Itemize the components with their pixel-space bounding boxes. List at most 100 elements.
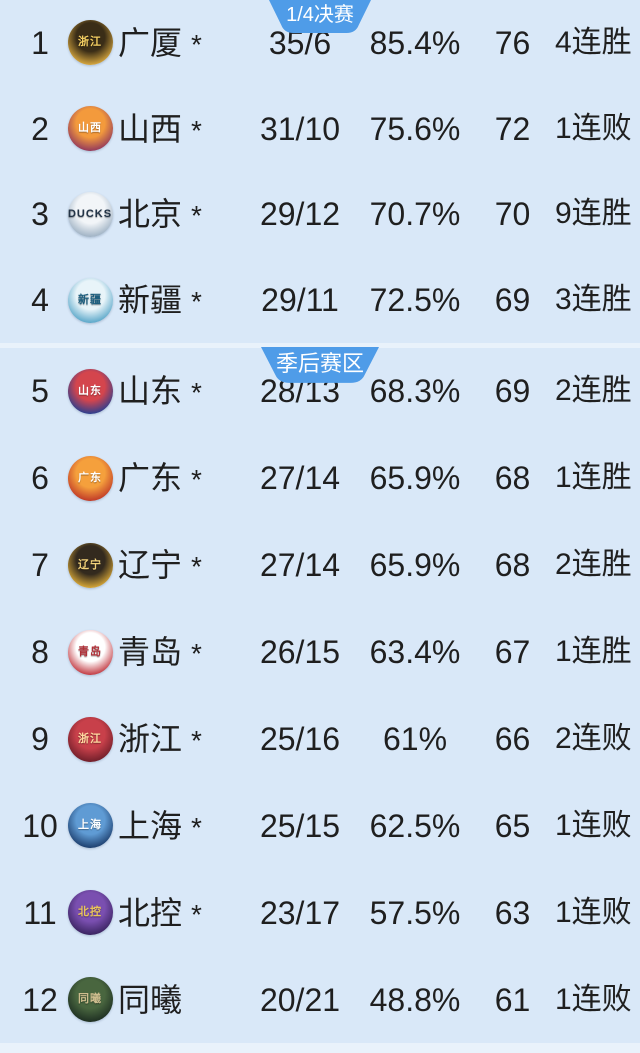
team-row[interactable]: 12 同曦 同曦 20/21 48.8% 61 1连败: [0, 956, 640, 1043]
section-playoff-zone: 5 山东 山东 * 28/13 68.3% 69 2连胜 6 广东 广东 * 27/…: [0, 348, 640, 1043]
win-percentage: 85.4%: [369, 24, 461, 61]
team-logo-text: 青岛: [78, 645, 102, 658]
team-logo-text: 山东: [78, 384, 102, 397]
xinjiang-flying-tigers-logo: 新疆: [67, 277, 113, 323]
quarterfinal-rows: 1 浙江 广厦 * 35/6 85.4% 76 4连胜 2 山西 山西 * 31/1…: [0, 0, 640, 343]
rank-number: 4: [31, 282, 49, 319]
playoff-clinch-asterisk: *: [191, 114, 202, 146]
points: 61: [494, 981, 531, 1018]
win-loss-record: 27/14: [259, 460, 341, 497]
team-name-text: 广厦: [118, 24, 183, 61]
playoff-clinch-asterisk: *: [191, 200, 202, 232]
playoff-clinch-asterisk: *: [191, 28, 202, 60]
team-logo-cell: 山东: [62, 368, 118, 414]
win-percentage: 48.8%: [369, 981, 461, 1018]
team-logo-cell: DUCKS: [62, 191, 118, 237]
playoff-zone-label: 季后赛区: [275, 351, 364, 376]
team-row[interactable]: 2 山西 山西 * 31/10 75.6% 72 1连败: [0, 86, 640, 172]
team-logo-cell: 上海: [62, 803, 118, 849]
rank-number: 6: [31, 460, 49, 497]
team-row[interactable]: 9 浙江 浙江 * 25/16 61% 66 2连败: [0, 696, 640, 783]
win-percentage: 65.9%: [369, 460, 461, 497]
team-name-text: 新疆: [118, 282, 183, 319]
tongxi-monkey-kings-logo: 同曦: [67, 977, 113, 1023]
team-name-text: 同曦: [118, 981, 183, 1018]
team-row[interactable]: 8 青岛 青岛 * 26/15 63.4% 67 1连胜: [0, 609, 640, 696]
playoff-clinch-asterisk: *: [191, 551, 202, 583]
team-logo-cell: 广东: [62, 455, 118, 501]
rank-number: 8: [31, 634, 49, 671]
win-loss-record: 23/17: [259, 894, 341, 931]
rank-number: 11: [23, 894, 57, 931]
streak-status: 1连胜: [555, 635, 632, 669]
team-name: 北控 *: [118, 897, 240, 929]
team-name: 辽宁 *: [118, 549, 240, 581]
team-logo-cell: 山西: [62, 106, 118, 152]
team-row[interactable]: 10 上海 上海 * 25/15 62.5% 65 1连败: [0, 782, 640, 869]
streak-status: 9连胜: [555, 197, 632, 231]
playoff-clinch-asterisk: *: [191, 464, 202, 496]
points: 69: [494, 282, 531, 319]
section-divider: [0, 343, 640, 348]
playoff-clinch-asterisk: *: [191, 377, 202, 409]
playoff-clinch-asterisk: *: [191, 725, 202, 756]
rank-number: 3: [31, 196, 49, 233]
team-name: 新疆 *: [118, 284, 240, 316]
team-row[interactable]: 4 新疆 新疆 * 29/11 72.5% 69 3连胜: [0, 257, 640, 343]
guangdong-tigers-logo: 广东: [67, 455, 113, 501]
points: 65: [494, 807, 531, 844]
streak-status: 1连败: [555, 982, 632, 1016]
team-name-text: 广东: [118, 460, 183, 497]
team-name: 山西 *: [118, 113, 240, 145]
streak-status: 1连胜: [555, 461, 632, 495]
streak-status: 1连败: [555, 895, 632, 929]
win-loss-record: 20/21: [259, 981, 341, 1018]
rank-number: 5: [31, 373, 49, 410]
win-loss-record: 25/15: [259, 807, 341, 844]
win-loss-record: 29/12: [259, 196, 341, 233]
team-row[interactable]: 3 DUCKS 北京 * 29/12 70.7% 70 9连胜: [0, 172, 640, 258]
team-name: 广东 *: [118, 462, 240, 494]
zhejiang-golden-bulls-logo: 浙江: [67, 716, 113, 762]
team-name: 北京 *: [118, 198, 240, 230]
rank-number: 10: [22, 807, 58, 844]
section-quarterfinal-zone: 1 浙江 广厦 * 35/6 85.4% 76 4连胜 2 山西 山西 * 31/1…: [0, 0, 640, 343]
team-logo-cell: 北控: [62, 890, 118, 936]
win-percentage: 63.4%: [369, 634, 461, 671]
team-logo-cell: 辽宁: [62, 542, 118, 588]
team-logo-text: 新疆: [78, 293, 102, 306]
team-row[interactable]: 6 广东 广东 * 27/14 65.9% 68 1连胜: [0, 435, 640, 522]
playoff-zone-badge: 季后赛区: [261, 347, 379, 385]
team-logo-cell: 同曦: [62, 977, 118, 1023]
team-logo-text: 山西: [78, 122, 102, 135]
points: 72: [494, 110, 531, 147]
points: 68: [494, 547, 531, 584]
rank-number: 2: [31, 110, 49, 147]
win-percentage: 68.3%: [369, 373, 461, 410]
team-row[interactable]: 11 北控 北控 * 23/17 57.5% 63 1连败: [0, 869, 640, 956]
streak-status: 2连胜: [555, 548, 632, 582]
streak-status: 4连胜: [555, 25, 632, 59]
streak-status: 1连败: [555, 808, 632, 842]
team-name-text: 上海: [118, 807, 183, 844]
team-name-text: 青岛: [118, 634, 183, 671]
win-percentage: 72.5%: [369, 282, 461, 319]
team-logo-text: 同曦: [78, 993, 102, 1006]
quarterfinal-zone-label: 1/4决赛: [286, 4, 354, 26]
playoff-rows: 5 山东 山东 * 28/13 68.3% 69 2连胜 6 广东 广东 * 27/…: [0, 348, 640, 1043]
team-logo-cell: 青岛: [62, 629, 118, 675]
team-logo-text: 辽宁: [78, 558, 102, 571]
beikong-royal-fighters-logo: 北控: [67, 890, 113, 936]
team-logo-text: DUCKS: [67, 207, 113, 220]
rank-number: 12: [22, 981, 58, 1018]
team-logo-text: 浙江: [78, 732, 102, 745]
win-loss-record: 25/16: [259, 721, 341, 757]
playoff-clinch-asterisk: *: [191, 811, 202, 843]
bottom-strip: [0, 1043, 640, 1053]
team-row[interactable]: 7 辽宁 辽宁 * 27/14 65.9% 68 2连胜: [0, 522, 640, 609]
rank-number: 1: [31, 24, 49, 61]
win-percentage: 61%: [382, 721, 448, 757]
points: 70: [494, 196, 531, 233]
team-logo-cell: 浙江: [62, 716, 118, 762]
